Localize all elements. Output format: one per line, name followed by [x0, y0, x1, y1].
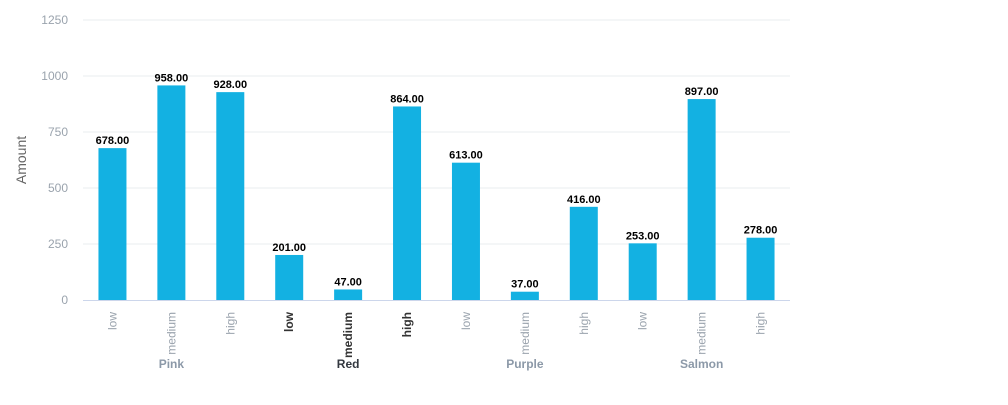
y-axis-ticks: 0 250 500 750 1000 1250	[41, 13, 68, 307]
y-tick-label: 1000	[41, 69, 68, 83]
y-tick-label: 500	[48, 181, 68, 195]
bar[interactable]	[746, 237, 775, 300]
x-tick-label: medium	[164, 312, 178, 355]
bar[interactable]	[98, 148, 127, 300]
bar[interactable]	[157, 85, 186, 301]
group-label: Salmon	[680, 357, 723, 371]
y-tick-label: 1250	[41, 13, 68, 27]
bar[interactable]	[628, 243, 657, 300]
data-label: 678.00	[96, 135, 130, 147]
bar[interactable]	[569, 206, 598, 300]
data-label: 958.00	[155, 72, 189, 84]
bar[interactable]	[275, 254, 304, 300]
data-label: 897.00	[685, 86, 719, 98]
data-label: 253.00	[626, 230, 660, 242]
bar[interactable]	[216, 92, 245, 301]
y-tick-label: 0	[61, 293, 68, 307]
y-tick-label: 250	[48, 237, 68, 251]
x-tick-label: low	[459, 312, 473, 330]
data-label: 37.00	[511, 279, 539, 291]
x-tick-label: high	[577, 312, 591, 335]
bar[interactable]	[393, 106, 422, 301]
bar[interactable]	[510, 291, 539, 300]
x-tick-label: low	[105, 312, 119, 330]
x-tick-label: medium	[695, 312, 709, 355]
data-label: 201.00	[272, 242, 306, 254]
x-axis-group-labels: Pink Red Purple Salmon	[159, 357, 724, 371]
group-label: Purple	[506, 357, 544, 371]
data-label: 864.00	[390, 93, 424, 105]
y-axis-title: Amount	[13, 136, 29, 184]
bars	[98, 85, 775, 301]
x-tick-label: medium	[518, 312, 532, 355]
x-tick-label: high	[754, 312, 768, 335]
x-tick-label: low	[282, 311, 296, 332]
group-label: Pink	[159, 357, 185, 371]
x-tick-label: high	[223, 312, 237, 335]
bar[interactable]	[451, 162, 480, 300]
x-tick-label: low	[636, 312, 650, 330]
y-tick-label: 750	[48, 125, 68, 139]
data-label: 416.00	[567, 194, 601, 206]
x-axis-category-labels: low medium high low medium high low medium high l…	[105, 311, 767, 358]
bar[interactable]	[334, 289, 363, 300]
grid-lines	[83, 19, 790, 245]
data-label: 928.00	[213, 79, 247, 91]
group-label: Red	[337, 357, 360, 371]
x-tick-label: medium	[341, 312, 355, 358]
bar[interactable]	[687, 99, 716, 301]
data-label: 47.00	[334, 276, 362, 288]
data-labels: 678.00 958.00 928.00 201.00 47.00 864.00 613.0…	[96, 72, 778, 290]
data-label: 613.00	[449, 150, 483, 162]
data-label: 278.00	[744, 225, 778, 237]
x-tick-label: high	[400, 312, 414, 337]
